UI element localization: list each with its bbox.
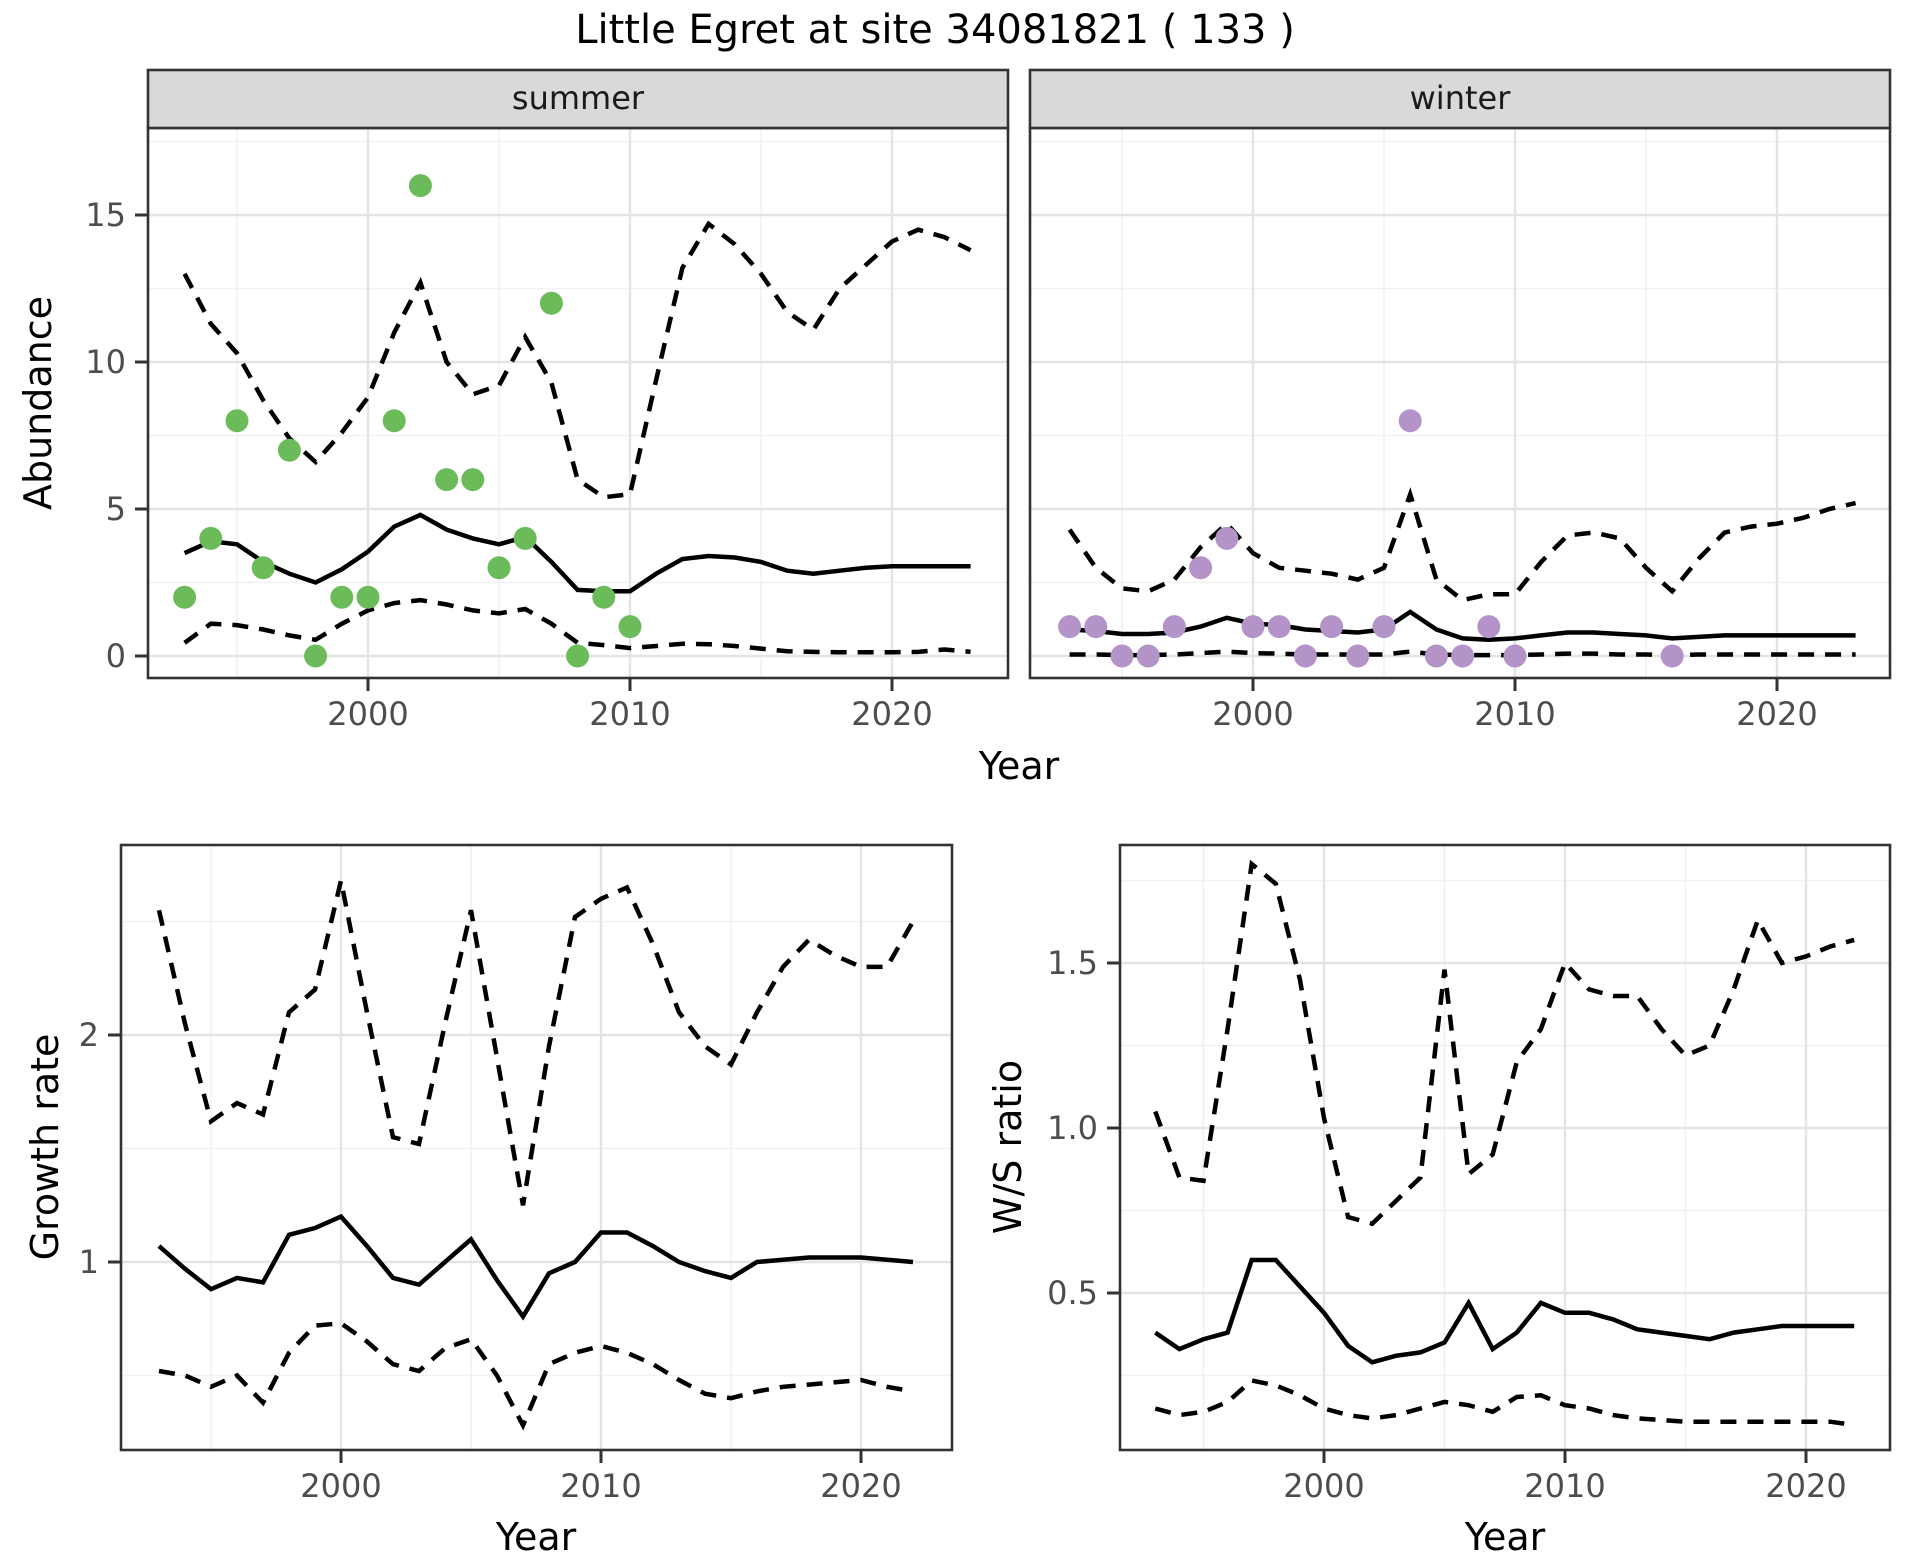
- winter-observation-point: [1372, 615, 1396, 639]
- ws-ratio-panel-border: [1118, 843, 1892, 1452]
- winter-observation-point: [1477, 615, 1501, 639]
- winter-panel-background: [1030, 128, 1890, 678]
- abundance-x-axis-title: Year: [978, 744, 1060, 788]
- ws-ratio-y-tick-label: 0.5: [1047, 1274, 1098, 1312]
- winter-series: [1058, 409, 1857, 668]
- growth-rate-series: [156, 880, 915, 1431]
- winter-observation-point: [1451, 644, 1475, 668]
- summer-series: [173, 174, 972, 668]
- winter-observation-point: [1398, 409, 1422, 433]
- winter-observation-point: [1346, 644, 1370, 668]
- winter-facet-strip-label: winter: [1410, 79, 1512, 117]
- summer-observation-point: [592, 585, 616, 609]
- summer-observation-point: [277, 438, 301, 462]
- summer-gridlines: [148, 128, 1008, 678]
- growth-rate-median-line: [157, 1213, 914, 1321]
- summer-observation-point: [539, 291, 563, 315]
- winter-observation-point: [1424, 644, 1448, 668]
- summer-observation-point: [408, 174, 432, 198]
- summer-observation-point: [173, 585, 197, 609]
- summer-y-tick-label: 0: [106, 637, 126, 675]
- ws-ratio-series: [1153, 859, 1855, 1428]
- growth-rate-x-tick-label: 2000: [300, 1467, 381, 1505]
- summer-observation-point: [382, 409, 406, 433]
- summer-panel: summer 2000 2010 2020 0 5 10 15: [85, 68, 1010, 733]
- growth-rate-x-axis-title: Year: [495, 1515, 577, 1559]
- ws-ratio-gridlines: [1120, 845, 1890, 1450]
- winter-facet-strip: [1028, 68, 1892, 130]
- winter-observation-point: [1267, 615, 1291, 639]
- winter-observation-point: [1058, 615, 1082, 639]
- winter-observation-point: [1320, 615, 1344, 639]
- winter-observation-point: [1293, 644, 1317, 668]
- ws-ratio-y-axis-title: W/S ratio: [986, 1059, 1030, 1235]
- summer-panel-background: [148, 128, 1008, 678]
- winter-observation-point: [1110, 644, 1134, 668]
- growth-rate-lower-ci-line: [158, 1320, 914, 1431]
- winter-panel: winter 2000 2010 2020: [1028, 68, 1892, 733]
- growth-rate-x-tick-label: 2020: [820, 1467, 901, 1505]
- winter-upper-ci-line: [1067, 487, 1857, 603]
- summer-upper-ci-line: [182, 220, 972, 500]
- winter-observation-point: [1162, 615, 1186, 639]
- ws-ratio-median-line: [1154, 1257, 1855, 1365]
- growth-rate-panel: 2000 2010 2020 1 2: [79, 843, 954, 1505]
- ws-ratio-upper-ci-line: [1153, 859, 1855, 1227]
- winter-x-tick-label: 2010: [1474, 695, 1555, 733]
- summer-lower-ci-line: [183, 597, 971, 655]
- summer-x-tick-label: 2020: [851, 695, 932, 733]
- winter-observation-point: [1084, 615, 1108, 639]
- ws-ratio-panel: 2000 2010 2020 0.5 1.0 1.5: [1047, 843, 1892, 1505]
- summer-x-tick-label: 2000: [327, 695, 408, 733]
- winter-observation-point: [1660, 644, 1684, 668]
- summer-y-tick-label: 5: [106, 490, 126, 528]
- summer-observation-point: [304, 644, 328, 668]
- summer-observation-point: [487, 556, 511, 580]
- ws-ratio-y-tick-label: 1.5: [1047, 944, 1098, 982]
- growth-rate-panel-border: [119, 843, 954, 1452]
- ws-ratio-x-tick-label: 2020: [1765, 1467, 1846, 1505]
- ws-ratio-x-tick-label: 2010: [1524, 1467, 1605, 1505]
- growth-rate-upper-ci-line: [156, 880, 915, 1206]
- summer-observation-point: [513, 526, 537, 550]
- summer-observation-point: [435, 468, 459, 492]
- winter-x-tick-label: 2020: [1736, 695, 1817, 733]
- winter-observation-point: [1215, 526, 1239, 550]
- growth-rate-y-tick-label: 1: [79, 1243, 99, 1281]
- summer-observation-point: [356, 585, 380, 609]
- summer-median-line: [183, 512, 971, 594]
- summer-observation-point: [251, 556, 275, 580]
- ws-ratio-y-tick-label: 1.0: [1047, 1109, 1098, 1147]
- winter-observation-point: [1241, 615, 1265, 639]
- growth-rate-y-axis-title: Growth rate: [23, 1033, 67, 1261]
- summer-facet-strip: [146, 68, 1010, 130]
- winter-gridlines: [1030, 128, 1890, 678]
- ws-ratio-x-axis-title: Year: [1464, 1515, 1546, 1559]
- summer-observation-point: [566, 644, 590, 668]
- winter-observation-point: [1189, 556, 1213, 580]
- ws-ratio-panel-background: [1120, 845, 1890, 1450]
- growth-rate-x-tick-label: 2010: [560, 1467, 641, 1505]
- summer-facet-strip-label: summer: [512, 79, 645, 117]
- summer-observation-point: [225, 409, 249, 433]
- ws-ratio-x-tick-label: 2000: [1283, 1467, 1364, 1505]
- growth-rate-y-tick-label: 2: [79, 1016, 99, 1054]
- summer-observation-point: [461, 468, 485, 492]
- figure-title: Little Egret at site 34081821 ( 133 ): [575, 7, 1295, 53]
- summer-observation-point: [199, 526, 223, 550]
- summer-observation-point: [330, 585, 354, 609]
- winter-median-line: [1069, 609, 1856, 643]
- summer-y-tick-label: 10: [85, 343, 126, 381]
- winter-observation-point: [1503, 644, 1527, 668]
- abundance-y-axis-title: Abundance: [16, 295, 60, 511]
- growth-rate-panel-background: [121, 845, 952, 1450]
- winter-x-tick-label: 2000: [1212, 695, 1293, 733]
- growth-rate-gridlines: [121, 845, 952, 1450]
- winter-observation-point: [1136, 644, 1160, 668]
- summer-x-tick-label: 2010: [589, 695, 670, 733]
- summer-y-tick-label: 15: [85, 196, 126, 234]
- summer-observation-point: [618, 615, 642, 639]
